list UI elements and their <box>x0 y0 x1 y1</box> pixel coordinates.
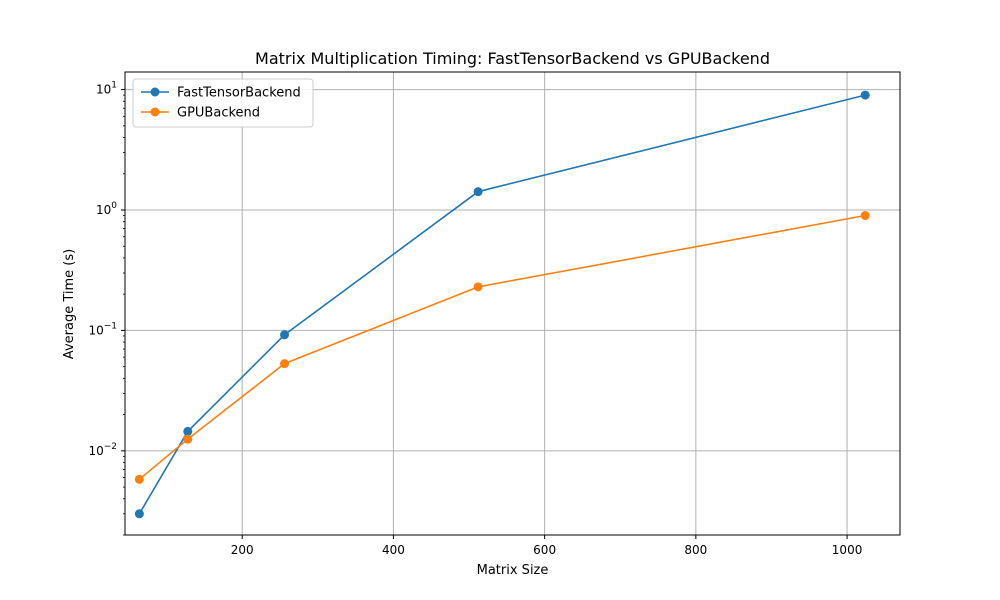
x-tick-label: 400 <box>382 543 405 557</box>
legend-marker <box>150 107 160 117</box>
y-axis-label: Average Time (s) <box>62 249 77 359</box>
chart-title: Matrix Multiplication Timing: FastTensor… <box>255 49 770 68</box>
y-tick-base: 10 <box>96 83 111 97</box>
data-point <box>134 509 144 519</box>
y-tick-exponent: 0 <box>111 201 117 211</box>
y-tick-label: 100 <box>96 201 117 217</box>
y-tick-base: 10 <box>96 203 111 217</box>
legend-item: GPUBackend <box>141 106 260 121</box>
series-fasttensorbackend <box>134 90 870 519</box>
y-tick-exponent: −2 <box>104 442 117 452</box>
x-tick-label: 600 <box>533 543 556 557</box>
y-tick-base: 10 <box>88 444 103 458</box>
y-tick-label: 101 <box>96 81 117 97</box>
data-point <box>183 434 193 444</box>
legend-label: FastTensorBackend <box>177 86 301 101</box>
y-tick-exponent: 1 <box>111 81 117 91</box>
y-tick-base: 10 <box>88 323 103 337</box>
data-point <box>134 474 144 484</box>
legend-marker <box>150 87 160 97</box>
data-point <box>473 282 483 292</box>
series-line <box>138 214 866 480</box>
axes-frame <box>124 71 901 536</box>
x-tick-label: 800 <box>684 543 707 557</box>
x-tick-label: 1000 <box>832 543 863 557</box>
y-tick-exponent: −1 <box>104 321 117 331</box>
x-axis: 200 400 600 800 1000 <box>231 535 863 557</box>
y-tick-label: 10−2 <box>88 442 117 458</box>
data-point <box>860 211 870 221</box>
legend-box <box>132 78 314 128</box>
data-point <box>280 359 290 369</box>
data-point <box>860 90 870 100</box>
data-point <box>183 426 193 436</box>
x-tick-label: 200 <box>231 543 254 557</box>
legend-item: FastTensorBackend <box>141 86 301 101</box>
legend-label: GPUBackend <box>177 106 260 121</box>
y-tick-label: 10−1 <box>88 321 117 337</box>
grid-lines <box>125 72 900 535</box>
legend: FastTensorBackend GPUBackend <box>132 78 314 128</box>
x-axis-label: Matrix Size <box>477 563 549 578</box>
data-point <box>280 330 290 340</box>
data-point <box>473 187 483 197</box>
series-layer <box>134 90 870 519</box>
series-gpubackend <box>134 211 870 484</box>
